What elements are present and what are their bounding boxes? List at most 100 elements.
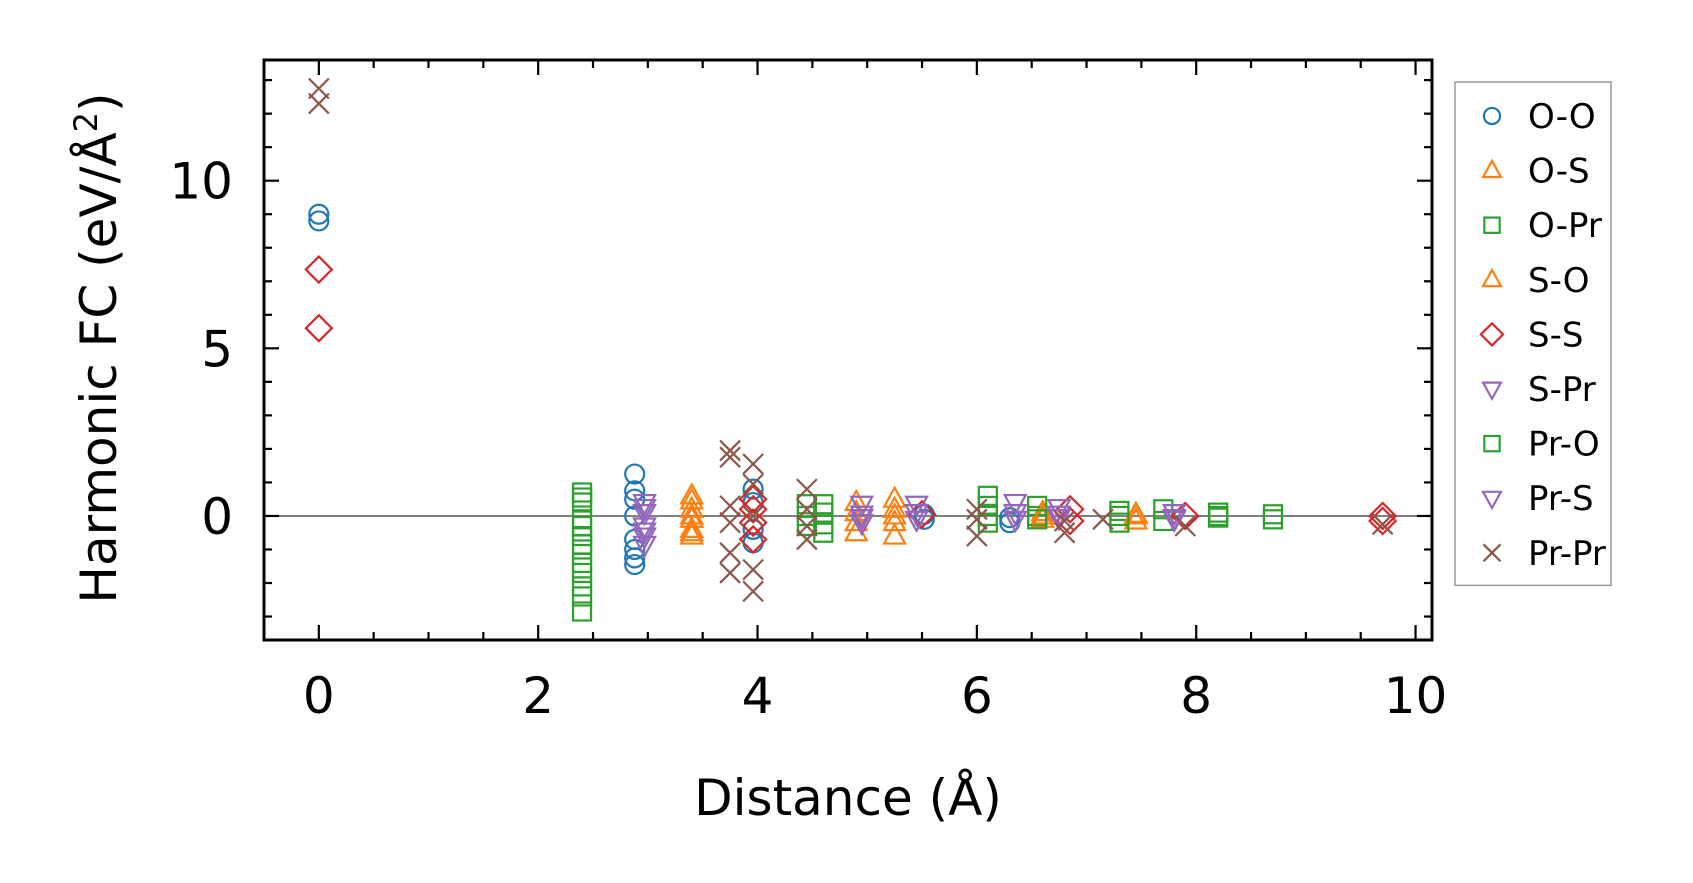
y-tick-label: 5 — [201, 320, 233, 378]
data-point — [571, 534, 593, 555]
data-point — [796, 528, 818, 551]
data-point — [1123, 507, 1149, 530]
data-point — [1046, 505, 1072, 529]
data-point — [742, 478, 764, 500]
data-point — [813, 502, 834, 523]
legend-entry: Pr-Pr — [1482, 534, 1606, 574]
series-pr-pr — [308, 77, 1394, 603]
data-point — [882, 522, 907, 545]
y-tick-label: 0 — [201, 488, 233, 546]
data-point — [849, 505, 875, 529]
data-point — [1030, 502, 1056, 525]
legend-entry: O-Pr — [1483, 206, 1602, 246]
data-point — [904, 504, 929, 527]
data-point — [796, 498, 818, 521]
x-tick-label: 6 — [961, 667, 993, 725]
legend-label: O-Pr — [1528, 206, 1602, 246]
data-point — [1002, 504, 1028, 527]
data-point — [571, 601, 593, 622]
legend-marker — [1483, 434, 1501, 453]
data-point — [719, 562, 741, 584]
data-point — [966, 498, 988, 521]
data-point — [719, 495, 741, 517]
legend: O-O O-S O-Pr S-O S-S S-Pr Pr-O Pr-S Pr-Pr — [1454, 81, 1612, 587]
data-point — [1109, 505, 1130, 527]
legend-marker — [1482, 543, 1502, 563]
data-point — [632, 522, 657, 545]
plot-frame — [262, 58, 1434, 642]
data-point — [624, 553, 646, 576]
tick-labels-layer: 0 2 4 6 8 10 0 5 10 — [169, 153, 1447, 725]
data-point — [1174, 515, 1197, 537]
data-point — [1371, 513, 1394, 536]
y-axis-label-close: ) — [70, 92, 128, 112]
data-point — [719, 542, 741, 564]
legend-entry: Pr-O — [1483, 425, 1600, 465]
data-point — [679, 518, 705, 542]
data-point — [632, 504, 657, 527]
legend-label: Pr-Pr — [1528, 534, 1606, 574]
x-tick-label: 2 — [522, 667, 554, 725]
legend-marker — [1483, 216, 1501, 234]
data-point — [719, 439, 741, 462]
data-point — [308, 77, 330, 100]
data-point — [1368, 501, 1398, 531]
data-point — [1109, 500, 1130, 522]
legend-marker — [1482, 106, 1502, 126]
legend-marker — [1479, 321, 1505, 348]
data-point — [304, 313, 334, 343]
data-point — [966, 525, 988, 547]
data-point — [571, 539, 593, 560]
data-point — [796, 515, 817, 537]
legend-marker — [1481, 381, 1503, 402]
y-tick-label: 10 — [169, 153, 233, 211]
data-point — [1055, 494, 1085, 524]
data-point — [738, 494, 768, 524]
legend-entry: S-S — [1479, 315, 1583, 355]
data-point — [1262, 504, 1284, 525]
data-point — [738, 484, 768, 514]
data-point — [742, 518, 764, 540]
data-point — [679, 522, 705, 545]
data-point — [738, 508, 768, 538]
data-point — [632, 535, 657, 559]
data-point — [571, 562, 593, 584]
x-axis-label: Distance (Å) — [694, 769, 1002, 827]
data-point — [624, 463, 646, 485]
data-point — [849, 514, 875, 537]
series-pr-o — [571, 487, 1229, 597]
legend-entry: Pr-S — [1481, 479, 1594, 519]
data-point — [796, 478, 818, 500]
data-point — [1208, 505, 1229, 527]
x-tick-label: 4 — [742, 667, 774, 725]
data-point — [1262, 509, 1284, 530]
legend-entry: O-O — [1482, 97, 1596, 137]
legend-items: O-O O-S O-Pr S-O S-S S-Pr Pr-O Pr-S Pr-Pr — [1479, 97, 1606, 574]
data-point — [742, 473, 764, 495]
data-point — [742, 453, 764, 475]
data-point — [571, 509, 593, 530]
x-tick-label: 0 — [303, 667, 335, 725]
legend-label: O-S — [1528, 152, 1590, 192]
x-tick-label: 10 — [1384, 667, 1448, 725]
data-point — [742, 558, 764, 581]
data-point — [679, 487, 705, 510]
legend-marker — [1481, 158, 1503, 179]
legend-label: O-O — [1528, 97, 1596, 137]
y-axis-label-superscript: 2 — [67, 112, 105, 132]
data-point — [882, 508, 907, 532]
data-point — [719, 446, 741, 469]
data-point — [1092, 508, 1114, 531]
legend-entry: S-Pr — [1481, 370, 1596, 410]
legend-entry: O-S — [1481, 152, 1590, 192]
series-s-pr — [632, 493, 1187, 559]
data-point — [904, 495, 929, 518]
legend-label: S-O — [1528, 261, 1590, 301]
data-point — [882, 502, 907, 525]
data-point — [632, 527, 657, 550]
data-point — [1161, 504, 1187, 527]
data-point — [308, 210, 330, 232]
data-point — [849, 509, 875, 532]
data-point — [1053, 521, 1076, 544]
